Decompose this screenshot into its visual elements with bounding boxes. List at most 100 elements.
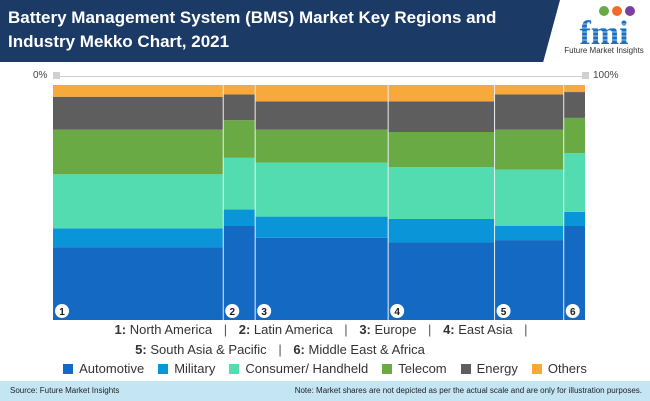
x-axis-min-label: 0% bbox=[33, 70, 48, 81]
column-north-america: 1 bbox=[53, 85, 224, 320]
column-east-asia: 4 bbox=[387, 85, 495, 320]
segment-telecom bbox=[255, 129, 389, 163]
fmi-logo-icon: fmi bbox=[570, 6, 640, 52]
column-south-asia-pacific: 5 bbox=[494, 85, 564, 320]
legend-label: Telecom bbox=[398, 361, 447, 376]
column-badge bbox=[225, 304, 240, 318]
segment-automotive bbox=[388, 242, 495, 320]
segment-energy bbox=[53, 96, 224, 130]
separator: | bbox=[223, 322, 228, 337]
legend-swatch bbox=[460, 363, 471, 374]
region-legend-line-1: 1: North America | 2: Latin America | 3:… bbox=[0, 322, 650, 337]
legend-item-telecom: Telecom bbox=[382, 361, 447, 376]
column-latin-america: 2 bbox=[222, 85, 256, 320]
segment-military bbox=[563, 211, 585, 226]
column-badge bbox=[257, 304, 272, 318]
region-num-1: 1: bbox=[114, 322, 127, 337]
header-banner bbox=[0, 0, 560, 62]
legend-item-others: Others bbox=[531, 361, 587, 376]
region-num-2: 2: bbox=[238, 322, 251, 337]
segment-military bbox=[223, 209, 256, 226]
segment-consumer-handheld bbox=[53, 174, 224, 229]
column-badge-label: 3 bbox=[261, 307, 267, 318]
segment-energy bbox=[494, 94, 564, 130]
segment-military bbox=[53, 228, 224, 248]
region-name-5: South Asia & Pacific bbox=[150, 342, 267, 357]
segment-military bbox=[494, 226, 564, 241]
region-num-5: 5: bbox=[135, 342, 147, 357]
column-badge-label: 2 bbox=[229, 307, 235, 318]
legend-label: Military bbox=[174, 361, 216, 376]
column-badge-label: 4 bbox=[394, 307, 400, 318]
logo-text: Future Market Insights bbox=[564, 46, 644, 55]
column-badge bbox=[390, 304, 405, 318]
region-name-1: North America bbox=[129, 322, 213, 337]
separator: | bbox=[278, 342, 282, 357]
legend-item-automotive: Automotive bbox=[63, 361, 144, 376]
region-name-6: Middle East & Africa bbox=[308, 342, 425, 357]
x-axis-max-label: 100% bbox=[593, 70, 619, 81]
column-badge bbox=[565, 304, 580, 318]
region-name-2: Latin America bbox=[253, 322, 333, 337]
separator: | bbox=[428, 322, 432, 337]
segment-consumer-handheld bbox=[388, 167, 495, 219]
segment-automotive bbox=[53, 247, 224, 320]
segment-energy bbox=[388, 101, 495, 132]
legend-swatch bbox=[531, 363, 542, 374]
legend-swatch bbox=[229, 363, 240, 374]
segment-others bbox=[563, 85, 585, 93]
x-axis-max-tick bbox=[582, 72, 589, 79]
region-num-6: 6: bbox=[293, 342, 305, 357]
segment-consumer-handheld bbox=[563, 153, 585, 212]
legend-swatch bbox=[382, 363, 393, 374]
column-badge bbox=[55, 304, 69, 318]
legend-label: Consumer/ Handheld bbox=[245, 361, 369, 376]
column-badge-label: 1 bbox=[59, 307, 65, 318]
legend-swatch bbox=[158, 363, 169, 374]
legend-label: Automotive bbox=[79, 361, 145, 376]
separator: | bbox=[344, 322, 348, 337]
legend-label: Energy bbox=[476, 361, 518, 376]
segment-telecom bbox=[494, 129, 564, 170]
segment-others bbox=[223, 85, 256, 95]
column-badge-label: 6 bbox=[570, 307, 576, 318]
segment-automotive bbox=[223, 226, 256, 320]
segment-telecom bbox=[53, 129, 224, 175]
legend-label: Others bbox=[547, 361, 587, 376]
segment-telecom bbox=[563, 117, 585, 154]
footer: Source: Future Market Insights Note: Mar… bbox=[0, 381, 650, 401]
fmi-logo: fmi Future Market Insights bbox=[560, 2, 648, 60]
svg-text:fmi: fmi bbox=[579, 15, 628, 46]
legend-item-military: Military bbox=[158, 361, 215, 376]
segment-energy bbox=[223, 94, 256, 121]
segment-consumer-handheld bbox=[494, 169, 564, 226]
segment-consumer-handheld bbox=[255, 162, 389, 217]
separator: | bbox=[524, 322, 528, 337]
segment-military bbox=[388, 218, 495, 243]
series-legend: Automotive Military Consumer/ Handheld Tele… bbox=[0, 361, 650, 376]
column-badge-label: 5 bbox=[501, 307, 507, 318]
segment-others bbox=[388, 85, 495, 102]
region-name-3: Europe bbox=[374, 322, 417, 337]
legend-item-consumer-handheld: Consumer/ Handheld bbox=[229, 361, 368, 376]
region-num-4: 4: bbox=[443, 322, 455, 337]
column-badge bbox=[496, 304, 511, 318]
footer-note: Note: Market shares are not depicted as … bbox=[294, 386, 642, 395]
segment-others bbox=[255, 85, 389, 102]
region-name-4: East Asia bbox=[458, 322, 513, 337]
segment-telecom bbox=[223, 120, 256, 158]
chart-title: Battery Management System (BMS) Market K… bbox=[8, 8, 497, 51]
segment-energy bbox=[255, 101, 389, 130]
segment-automotive bbox=[255, 237, 389, 320]
x-axis-line bbox=[60, 76, 582, 77]
region-num-3: 3: bbox=[359, 322, 371, 337]
legend-item-energy: Energy bbox=[460, 361, 518, 376]
legend-swatch bbox=[63, 363, 74, 374]
segment-telecom bbox=[388, 132, 495, 168]
header: Battery Management System (BMS) Market K… bbox=[0, 0, 650, 62]
segment-others bbox=[494, 85, 564, 95]
segment-automotive bbox=[563, 226, 585, 320]
footer-source: Source: Future Market Insights bbox=[10, 386, 120, 395]
column-middle-east-africa: 6 bbox=[563, 85, 585, 320]
